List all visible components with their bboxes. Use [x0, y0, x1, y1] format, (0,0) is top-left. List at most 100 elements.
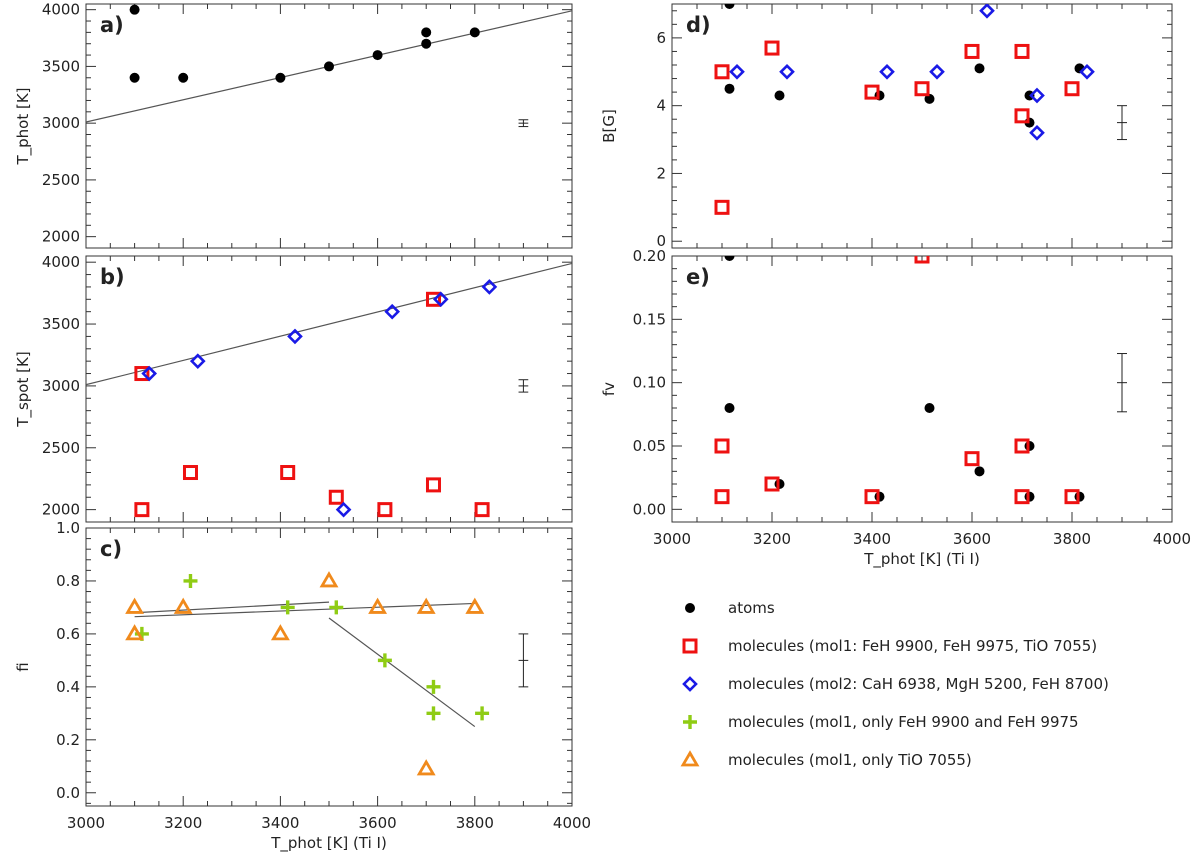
- mol2-point: [779, 63, 795, 80]
- feh-legend-marker: [683, 715, 697, 729]
- x-tick-label: 3000: [653, 530, 691, 548]
- legend-label: molecules (mol1, only TiO 7055): [728, 751, 972, 769]
- tio-legend-marker: [680, 750, 700, 767]
- plot-area: [86, 4, 572, 128]
- panel-frame: [85, 255, 573, 523]
- panel-label: e): [686, 265, 710, 289]
- mol2-point: [1079, 63, 1095, 80]
- atoms-point: [974, 466, 985, 477]
- y-axis-label: T_phot [K]: [14, 87, 33, 165]
- mol1-point: [714, 438, 730, 454]
- x-tick-label: 3400: [853, 530, 891, 548]
- panels: 2000 2500 3000 3500 4000 T_phot [K] a) 2000 2500…: [14, 1, 1191, 853]
- atoms-point: [178, 72, 189, 83]
- x-tick-label: 3400: [261, 814, 299, 832]
- x-tick-label: 4000: [553, 814, 591, 832]
- panel-b: 2000 2500 3000 3500 4000 T_spot [K] b): [14, 253, 573, 523]
- mol2-point: [335, 501, 352, 518]
- mol2-point: [879, 63, 895, 80]
- legend-entry-atoms: atoms: [685, 599, 775, 617]
- mol1-point: [1014, 438, 1030, 454]
- mol1-point: [425, 291, 441, 307]
- mol2-point: [432, 291, 449, 308]
- x-tick-label: 3600: [953, 530, 991, 548]
- y-tick-label: 0.8: [56, 572, 80, 590]
- error-bar: [518, 633, 529, 688]
- mol1-point: [1014, 108, 1030, 124]
- mol1-point: [864, 84, 880, 100]
- mol1-point: [328, 489, 344, 505]
- mol2-legend-marker: [682, 676, 698, 692]
- mol1-point: [1064, 81, 1080, 97]
- atoms-point: [724, 256, 735, 261]
- y-tick-label: 0: [656, 232, 666, 250]
- x-axis-label: T_phot [K] (Ti I): [863, 550, 980, 569]
- legend-label: molecules (mol2: CaH 6938, MgH 5200, FeH…: [728, 675, 1109, 693]
- y-axis-label: fi: [14, 662, 32, 671]
- tio-point: [416, 759, 436, 776]
- y-tick-label: 0.00: [633, 500, 666, 518]
- y-tick-label: 2500: [42, 439, 80, 457]
- atoms-point: [924, 403, 935, 413]
- y-tick-label: 0.2: [56, 731, 80, 749]
- panel-frame: [85, 3, 573, 249]
- mol1-point: [1064, 489, 1080, 505]
- y-axis-label: B[G]: [600, 109, 618, 143]
- mol2-point: [1029, 87, 1045, 104]
- y-tick-label: 2000: [42, 501, 80, 519]
- mol2-point: [729, 63, 745, 80]
- feh-point: [475, 706, 490, 721]
- fit-line: [134, 602, 475, 618]
- mol1-point: [964, 43, 980, 59]
- y-tick-label: 0.4: [56, 678, 80, 696]
- atoms-point: [421, 38, 432, 49]
- x-tick-label: 3600: [359, 814, 397, 832]
- plot-area: [714, 256, 1127, 505]
- atoms-point: [421, 27, 432, 38]
- x-tick-label: 3200: [164, 814, 202, 832]
- feh-point: [183, 573, 198, 588]
- atoms-point: [324, 61, 334, 72]
- feh-point: [377, 653, 392, 668]
- y-tick-label: 2000: [42, 228, 80, 246]
- mol1-point: [1014, 43, 1030, 59]
- x-tick-label: 4000: [1153, 530, 1191, 548]
- feh-point: [426, 679, 441, 694]
- atoms-point: [724, 4, 735, 9]
- mol1-legend-marker: [682, 638, 698, 654]
- mol1-point: [134, 502, 150, 518]
- panel-frame: [671, 3, 1173, 249]
- legend-entry-feh: molecules (mol1, only FeH 9900 and FeH 9…: [683, 713, 1079, 731]
- fit-line: [134, 601, 330, 614]
- legend-label: molecules (mol1, only FeH 9900 and FeH 9…: [728, 713, 1079, 731]
- y-tick-label: 2500: [42, 171, 80, 189]
- atoms-point: [774, 90, 785, 101]
- atoms-point: [974, 63, 985, 74]
- x-tick-label: 3800: [456, 814, 494, 832]
- y-tick-label: 1.0: [56, 519, 80, 537]
- atoms-point: [372, 50, 383, 61]
- atoms-legend-marker: [685, 603, 695, 613]
- tio-point: [465, 597, 485, 614]
- mol2-point: [481, 279, 498, 295]
- y-tick-label: 0.15: [633, 310, 666, 328]
- tio-point: [125, 597, 145, 614]
- y-tick-label: 4: [656, 97, 666, 115]
- tio-point: [125, 624, 145, 641]
- panel-e: 3000 3200 3400 3600 3800 4000 0.00 0.05 0.10 0.15…: [600, 247, 1191, 569]
- atoms-point: [275, 72, 286, 83]
- mol1-point: [914, 81, 930, 97]
- mol1-point: [764, 476, 780, 492]
- mol1-point: [714, 64, 730, 80]
- y-tick-label: 6: [656, 29, 666, 47]
- error-bar: [1117, 105, 1127, 141]
- y-tick-label: 4000: [42, 253, 80, 271]
- mol2-point: [287, 328, 303, 345]
- atoms-point: [924, 93, 935, 104]
- feh-point: [280, 600, 295, 615]
- mol2-point: [189, 353, 206, 370]
- plot-area: [86, 262, 572, 518]
- legend-entry-tio: molecules (mol1, only TiO 7055): [680, 750, 972, 769]
- y-tick-label: 3000: [42, 377, 80, 395]
